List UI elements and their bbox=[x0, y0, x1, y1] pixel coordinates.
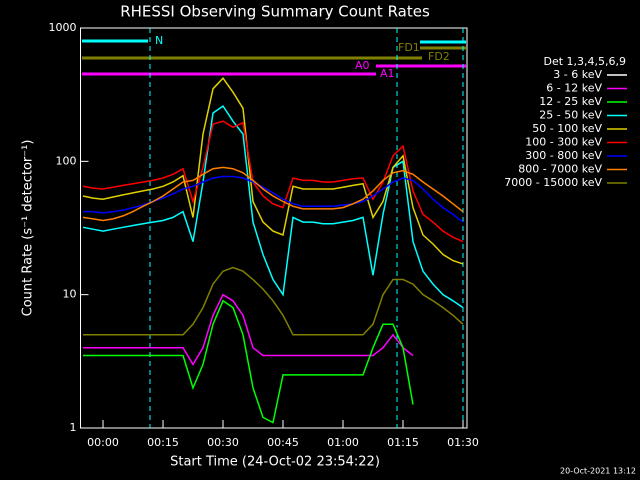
series-line bbox=[83, 299, 414, 424]
series-line bbox=[82, 77, 464, 265]
legend-label: 3 - 6 keV bbox=[553, 68, 602, 81]
x-tick-label: 01:00 bbox=[327, 436, 359, 449]
x-tick-label: 00:00 bbox=[87, 436, 119, 449]
chart-title: RHESSI Observing Summary Count Rates bbox=[120, 3, 430, 21]
plot-frame bbox=[80, 27, 468, 429]
y-tick-label: 10 bbox=[63, 288, 77, 301]
legend-label: 800 - 7000 keV bbox=[518, 163, 602, 176]
annotation: FD2 bbox=[428, 50, 450, 63]
annotation: A0 bbox=[355, 59, 370, 72]
x-tick-label: 01:15 bbox=[387, 436, 419, 449]
x-tick-label: 00:45 bbox=[267, 436, 299, 449]
legend-label: 6 - 12 keV bbox=[546, 82, 602, 95]
series-line bbox=[82, 166, 464, 222]
annotations: N FD1 FD2 A0 A1 bbox=[82, 28, 466, 428]
legend-label: 12 - 25 keV bbox=[539, 95, 602, 108]
legend-label: 50 - 100 keV bbox=[532, 122, 602, 135]
series-line bbox=[82, 120, 464, 243]
annotation: A1 bbox=[380, 67, 395, 80]
x-axis-label: Start Time (24-Oct-02 23:54:22) bbox=[170, 455, 380, 470]
annotation: N bbox=[155, 34, 163, 47]
x-tick-label: 00:15 bbox=[147, 436, 179, 449]
series-line bbox=[182, 314, 414, 418]
y-axis-label: Count Rate (s⁻¹ detector⁻¹) bbox=[21, 140, 36, 317]
legend-title: Det 1,3,4,5,6,9 bbox=[543, 55, 626, 68]
annotation: FD1 bbox=[398, 41, 420, 54]
series-line bbox=[82, 104, 464, 309]
x-tick-label: 01:30 bbox=[447, 436, 479, 449]
series-line bbox=[83, 293, 414, 366]
series-line bbox=[83, 266, 464, 336]
y-tick-label: 1000 bbox=[49, 21, 77, 34]
legend-label: 100 - 300 keV bbox=[525, 136, 602, 149]
footer: 20-Oct-2021 13:12 bbox=[560, 467, 636, 476]
legend-label: 25 - 50 keV bbox=[539, 109, 602, 122]
x-tick-label: 00:30 bbox=[207, 436, 239, 449]
y-tick-label: 100 bbox=[56, 154, 77, 167]
y-tick-label: 1 bbox=[70, 421, 77, 434]
legend-label: 7000 - 15000 keV bbox=[504, 176, 602, 189]
legend-label: 300 - 800 keV bbox=[525, 149, 602, 162]
